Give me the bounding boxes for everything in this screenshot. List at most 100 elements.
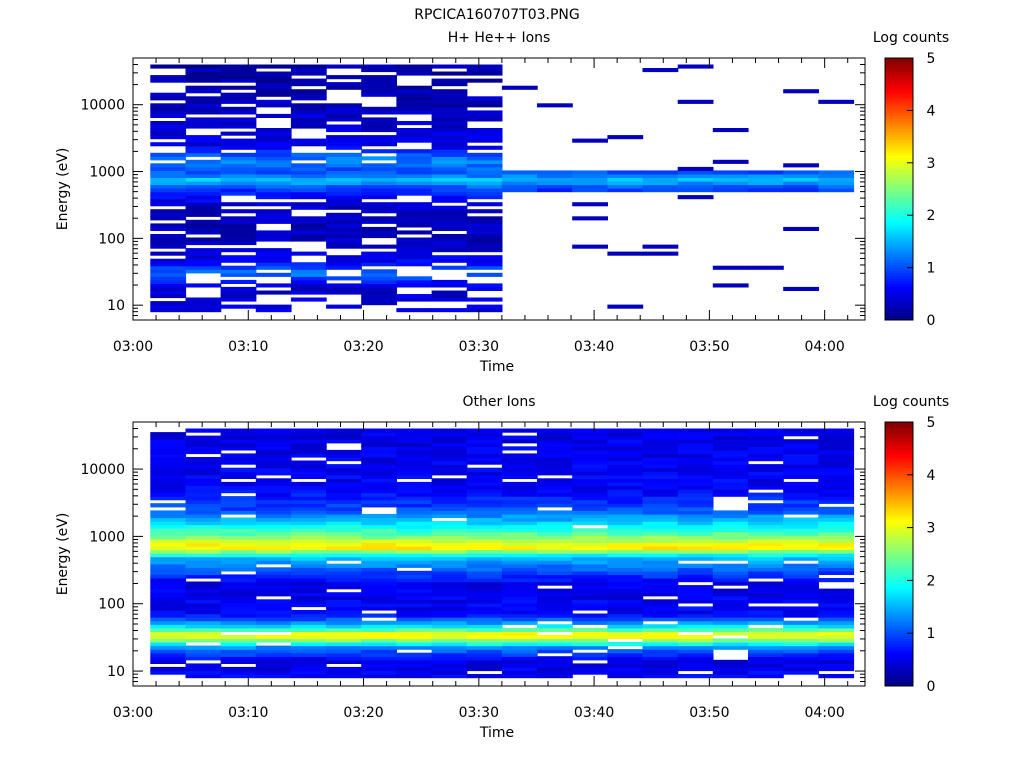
heatmap-cell xyxy=(396,563,433,568)
heatmap-cell xyxy=(361,156,397,161)
heatmap-cell xyxy=(783,595,819,600)
heatmap-cell xyxy=(326,595,362,600)
heatmap-cell xyxy=(466,602,503,608)
heatmap-cell xyxy=(783,627,819,632)
heatmap-cell xyxy=(150,524,187,529)
heatmap-cell xyxy=(466,145,503,150)
colorbar-band xyxy=(885,445,913,449)
colorbar-band xyxy=(885,191,913,195)
heatmap-cell xyxy=(818,510,855,515)
colorbar-band xyxy=(885,519,913,523)
heatmap-cell xyxy=(396,131,433,136)
heatmap-cell xyxy=(326,613,362,618)
colorbar-band xyxy=(885,296,913,300)
heatmap-cell xyxy=(150,617,187,622)
heatmap-cell xyxy=(255,503,292,508)
colorbar-tick-label: 5 xyxy=(927,415,936,431)
heatmap-cell xyxy=(255,610,292,615)
heatmap-cell xyxy=(150,110,187,115)
heatmap-cell xyxy=(783,578,819,583)
heatmap-cell xyxy=(748,446,784,451)
heatmap-cell xyxy=(501,563,538,568)
heatmap-cell xyxy=(783,542,819,547)
heatmap-cell xyxy=(396,138,433,143)
heatmap-cell xyxy=(150,521,187,526)
heatmap-cell xyxy=(466,481,503,487)
heatmap-cell xyxy=(326,223,362,228)
heatmap-cell xyxy=(642,464,679,469)
heatmap-cell xyxy=(501,538,538,543)
heatmap-cell xyxy=(326,202,362,207)
heatmap-cell xyxy=(290,106,327,111)
heatmap-cell xyxy=(712,670,749,675)
heatmap-cell xyxy=(150,627,187,632)
heatmap-cell xyxy=(748,188,784,193)
heatmap-cell xyxy=(326,453,362,458)
heatmap-cell xyxy=(537,542,573,547)
heatmap-cell xyxy=(255,248,292,253)
heatmap-cell xyxy=(185,258,222,263)
heatmap-cell xyxy=(677,613,714,618)
heatmap-cell xyxy=(466,244,503,249)
heatmap-cell xyxy=(783,517,819,522)
heatmap-cell xyxy=(185,170,222,175)
heatmap-cell xyxy=(572,574,608,579)
heatmap-cell xyxy=(255,674,292,679)
colorbar-band xyxy=(885,65,913,69)
heatmap-cell xyxy=(748,574,784,579)
heatmap-cell xyxy=(677,642,714,647)
heatmap-cell xyxy=(431,642,468,647)
heatmap-cell xyxy=(748,560,784,565)
heatmap-cell xyxy=(748,599,784,604)
heatmap-cell xyxy=(150,283,187,288)
heatmap-cell xyxy=(150,301,187,306)
heatmap-cell xyxy=(396,163,433,168)
heatmap-cell xyxy=(220,202,257,207)
heatmap-cell xyxy=(290,432,327,437)
heatmap-cell xyxy=(396,489,433,494)
heatmap-cell xyxy=(607,188,644,193)
colorbar-band xyxy=(885,170,913,174)
heatmap-cell xyxy=(290,177,327,182)
heatmap-cell xyxy=(501,503,538,508)
colorbar-band xyxy=(885,199,913,203)
heatmap-cell xyxy=(326,563,362,568)
heatmap-cell xyxy=(712,177,749,182)
colorbar-band xyxy=(885,659,913,663)
heatmap-cell xyxy=(466,131,503,136)
heatmap-cell xyxy=(537,666,573,672)
heatmap-cell xyxy=(290,173,327,178)
colorbar-band xyxy=(885,84,913,88)
heatmap-cell xyxy=(748,173,784,178)
heatmap-cell xyxy=(431,485,468,490)
heatmap-cell xyxy=(748,659,784,664)
heatmap-cell xyxy=(818,170,855,175)
heatmap-cell xyxy=(255,216,292,221)
heatmap-cell xyxy=(185,248,222,253)
heatmap-cell xyxy=(607,492,644,497)
colorbar-band xyxy=(885,215,913,219)
heatmap-cell xyxy=(677,460,714,465)
heatmap-cell xyxy=(501,674,538,679)
heatmap-cell xyxy=(150,442,187,447)
heatmap-cell xyxy=(255,481,292,487)
heatmap-cell xyxy=(466,581,503,586)
heatmap-cell xyxy=(783,649,819,654)
heatmap-cell xyxy=(572,471,608,476)
heatmap-cell xyxy=(150,181,187,186)
heatmap-cell xyxy=(255,191,292,196)
heatmap-cell xyxy=(326,506,362,511)
colorbar-band xyxy=(885,212,913,216)
heatmap-cell xyxy=(712,567,749,572)
heatmap-cell xyxy=(220,624,257,629)
heatmap-cell xyxy=(642,556,679,561)
heatmap-cell xyxy=(572,492,608,497)
heatmap-cell xyxy=(326,191,362,196)
heatmap-cell xyxy=(466,560,503,565)
heatmap-cell xyxy=(431,131,468,136)
heatmap-cell xyxy=(361,262,397,267)
heatmap-cell xyxy=(361,432,397,437)
heatmap-cell xyxy=(290,496,327,501)
heatmap-cell xyxy=(748,670,784,675)
heatmap-cell xyxy=(431,617,468,622)
